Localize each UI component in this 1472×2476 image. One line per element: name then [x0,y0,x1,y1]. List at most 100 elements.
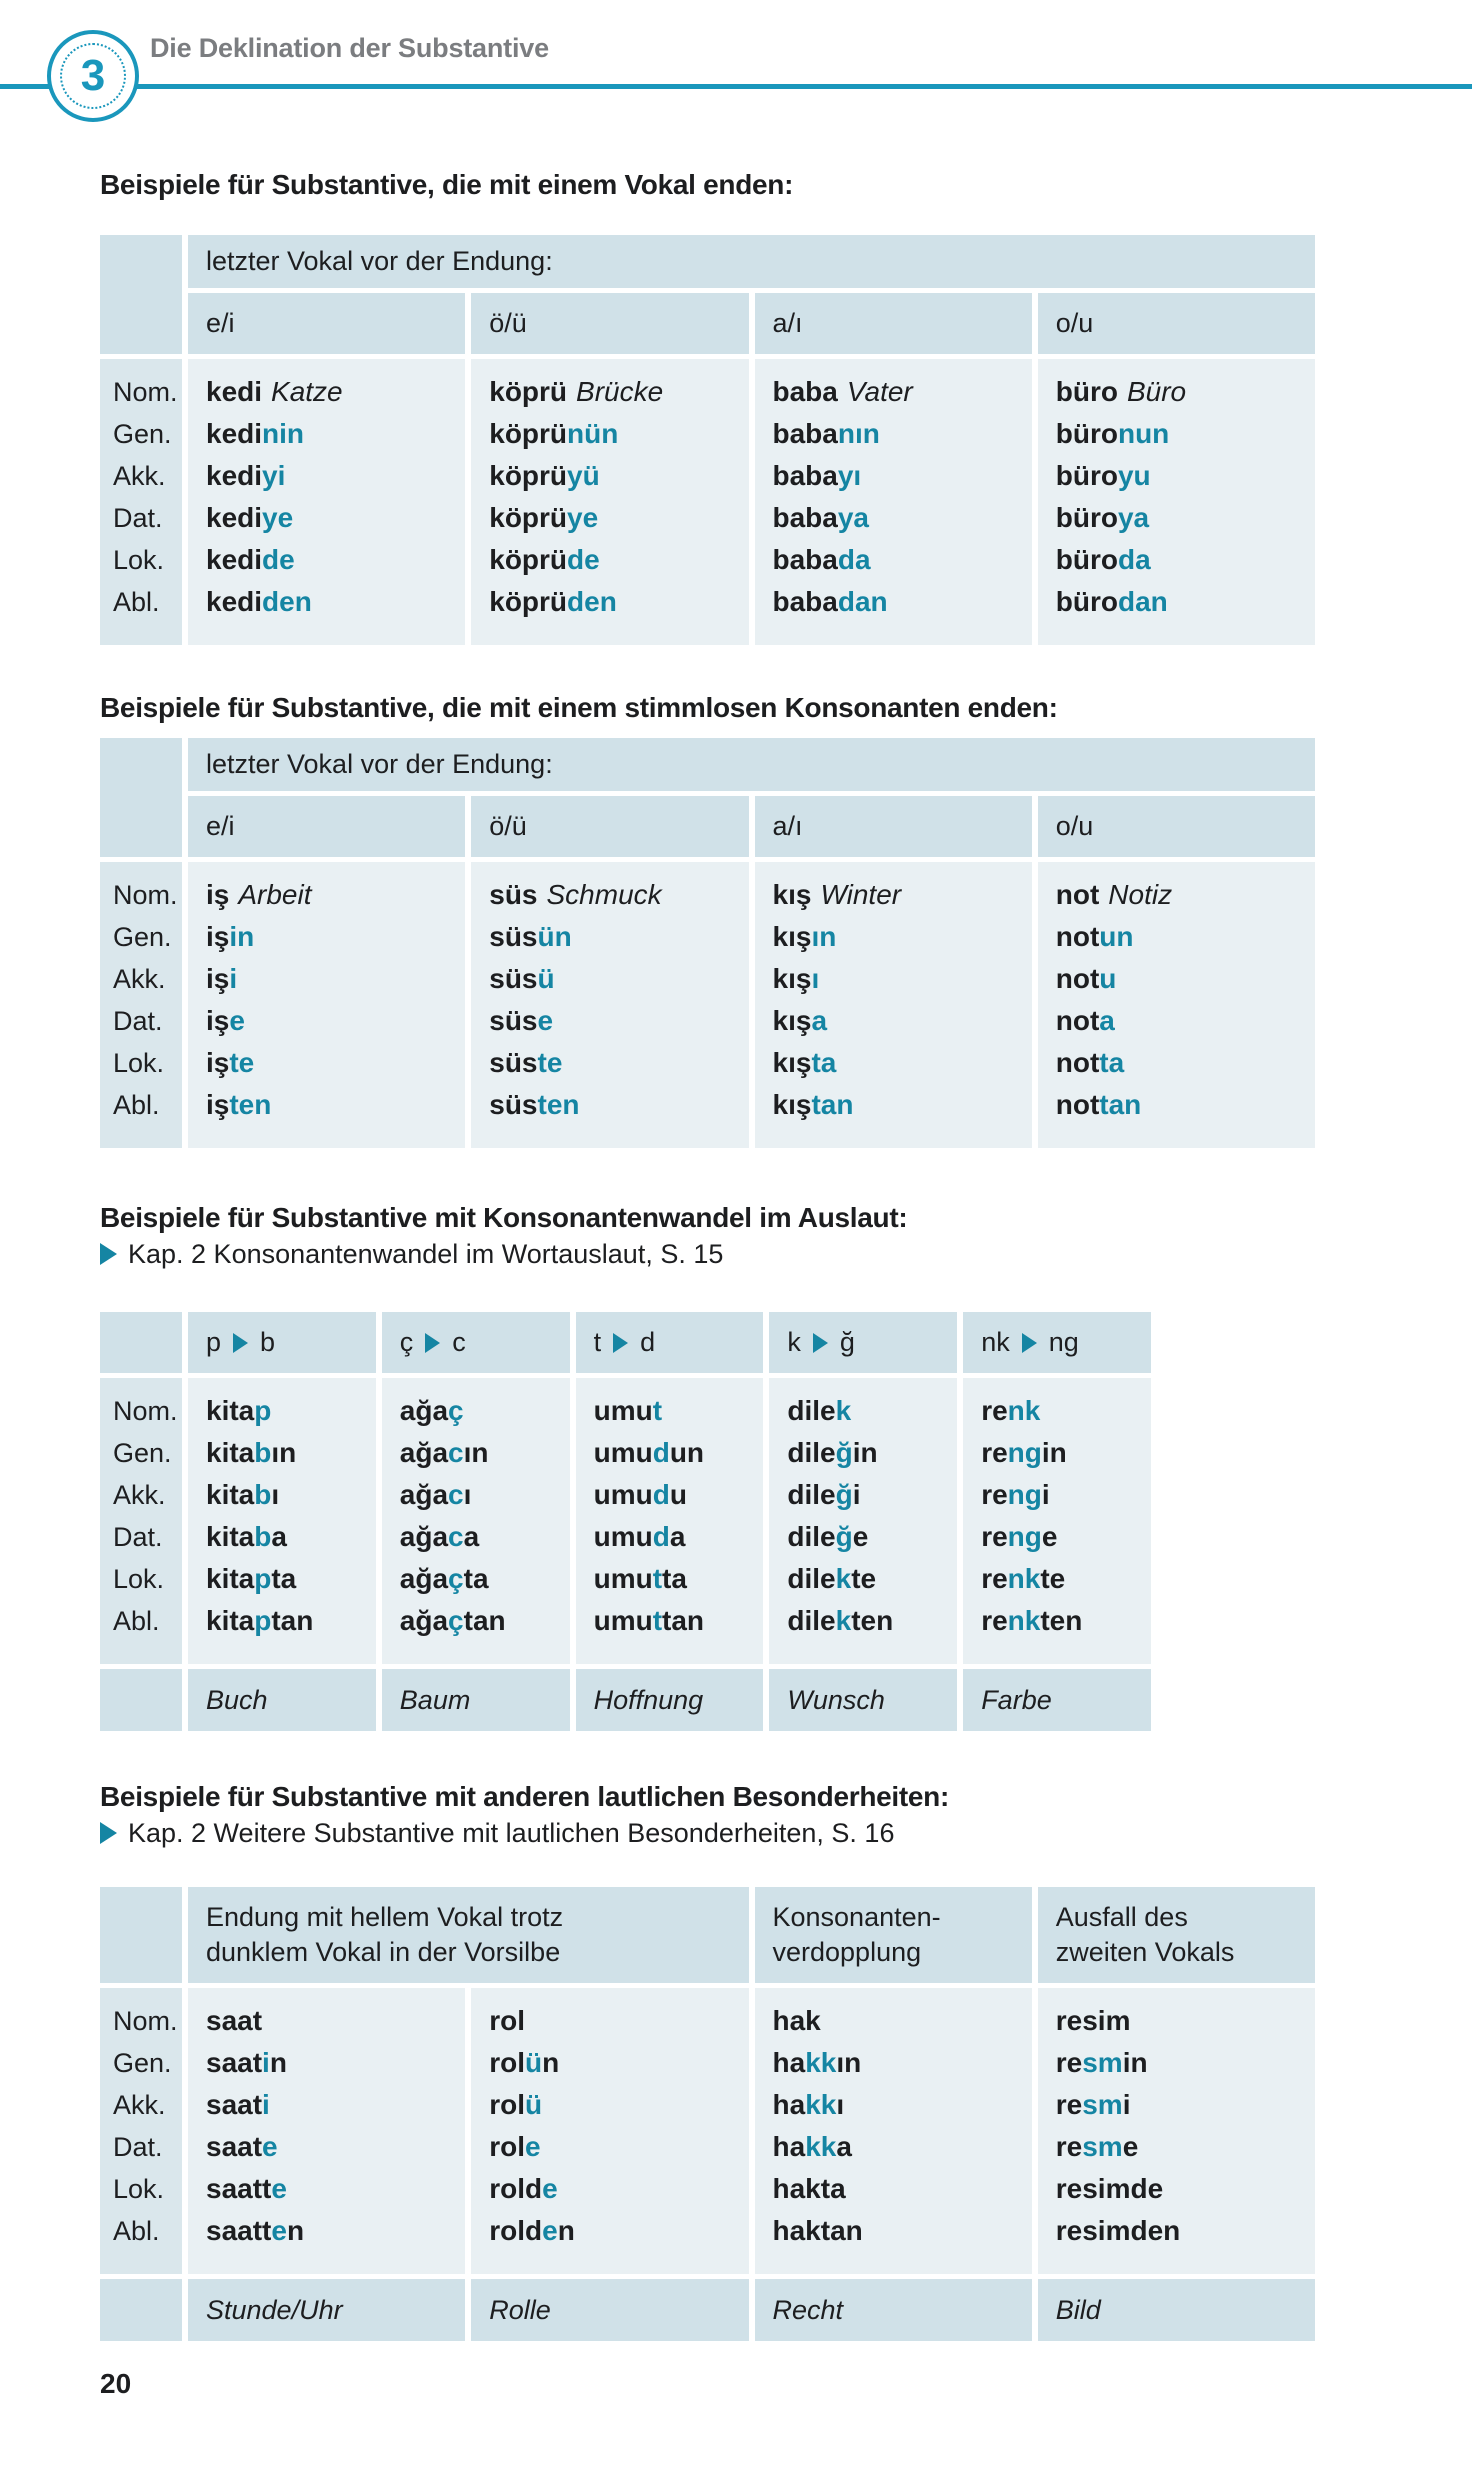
word: dilek [787,1390,957,1432]
sound-change-to: ng [1048,1327,1079,1357]
word-stem: umu [593,1521,653,1552]
word-stem: n [286,2215,305,2246]
word-stem: tan [463,1605,506,1636]
suffix: k [835,1395,852,1426]
word: kedide [206,539,465,581]
chapter-reference: Kap. 2 Weitere Substantive mit lautliche… [100,1815,1350,1851]
word: resmi [1056,2084,1315,2126]
word: kediye [206,497,465,539]
word-stem: iş [206,921,230,952]
suffix: ya [837,502,870,533]
suffix: e [525,2131,541,2162]
word-stem: tan [271,1605,314,1636]
word: rolü [489,2084,748,2126]
word-stem: ta [271,1563,297,1594]
word: rengin [981,1432,1151,1474]
word-stem: baba [772,502,838,533]
suffix: de [567,544,600,575]
arrow-right-icon [100,1243,117,1265]
word-stem: köprü [489,418,568,449]
suffix: ten [537,1089,580,1120]
word-stem: haktan [772,2215,863,2246]
word-stem: köprü [489,544,568,575]
table-corner-cell [100,738,182,857]
word: köprüden [489,581,748,623]
suffix: b [254,1437,272,1468]
word: hakkın [773,2042,1032,2084]
chapter-badge: 3 [47,30,139,122]
meaning-cell: Recht [754,2279,1032,2341]
word-stem: ı [836,2089,845,2120]
arrow-right-icon [233,1332,249,1353]
word: büro Büro [1056,371,1315,413]
suffix: den [262,586,312,617]
suffix: b [254,1479,272,1510]
section: Beispiele für Substantive, die mit einem… [100,167,1350,645]
word: hak [773,2000,1032,2042]
suffix: ğ [835,1521,853,1552]
gloss: Schmuck [546,879,662,910]
word-stem: ağa [399,1395,449,1426]
word-stem: in [852,1437,878,1468]
word-stem: hak [772,2005,821,2036]
word-stem: baba [772,544,838,575]
arrow-right-icon [613,1332,629,1353]
word-stem: re [981,1605,1008,1636]
meaning-cell: Buch [188,1669,376,1731]
word-stem: ağa [399,1479,449,1510]
word: umutta [594,1558,764,1600]
word: not Notiz [1056,874,1315,916]
word: kışa [773,1000,1032,1042]
word: köprünün [489,413,748,455]
suffix: nk [1007,1605,1041,1636]
word-stem: te [1040,1563,1066,1594]
suffix: sm [1082,2047,1123,2078]
word-stem: in [1041,1437,1067,1468]
declension-table: p b ç c t d k ğ nk ng Nom. Gen. Akk. Dat. Lok. Abl. kita… [100,1312,1151,1731]
column-header: a/ı [754,293,1032,354]
suffix: b [254,1521,272,1552]
word-stem: süs [489,1047,538,1078]
suffix: kk [805,2047,837,2078]
word: süsü [489,958,748,1000]
column-header: nk ng [963,1312,1151,1373]
word: kediyi [206,455,465,497]
word-stem: kedi [206,460,263,491]
row-label: Akk. [113,2090,166,2120]
word-stem: resimden [1055,2215,1181,2246]
row-label: Gen. [113,419,172,449]
table-footer-corner [100,2279,182,2341]
word-stem: ha [772,2089,806,2120]
word-stem: re [981,1479,1008,1510]
word-stem: ta [662,1563,687,1594]
row-label: Nom. [113,2006,178,2036]
word-stem: un [669,1437,705,1468]
column-header: Endung mit hellem Vokal trotz dunklem Vo… [188,1887,749,1983]
word: kışı [773,958,1032,1000]
word-stem: ın [271,1437,297,1468]
suffix: ü [525,2089,543,2120]
word-stem: kedi [206,502,263,533]
word-stem: ı [463,1479,472,1510]
word: süsün [489,916,748,958]
word-stem: re [1055,2131,1083,2162]
word: hakta [773,2168,1032,2210]
suffix: nk [1007,1395,1041,1426]
word: umut [594,1390,764,1432]
section-title: Beispiele für Substantive mit anderen la… [100,1781,949,1812]
word: babanın [773,413,1032,455]
table-footer-corner [100,1669,182,1731]
table-banner: letzter Vokal vor der Endung: [188,738,1315,791]
word: renk [981,1390,1151,1432]
word-stem: dile [787,1437,836,1468]
word: baba Vater [773,371,1032,413]
word: ağaca [400,1516,570,1558]
sound-change-to: d [640,1327,656,1357]
meaning-cell: Farbe [963,1669,1151,1731]
word-cell: hak hakkın hakkı hakka hakta haktan [754,1988,1032,2274]
word-stem: kış [772,879,812,910]
word-stem: umu [593,1437,653,1468]
suffix: i [229,963,238,994]
word: rolden [489,2210,748,2252]
